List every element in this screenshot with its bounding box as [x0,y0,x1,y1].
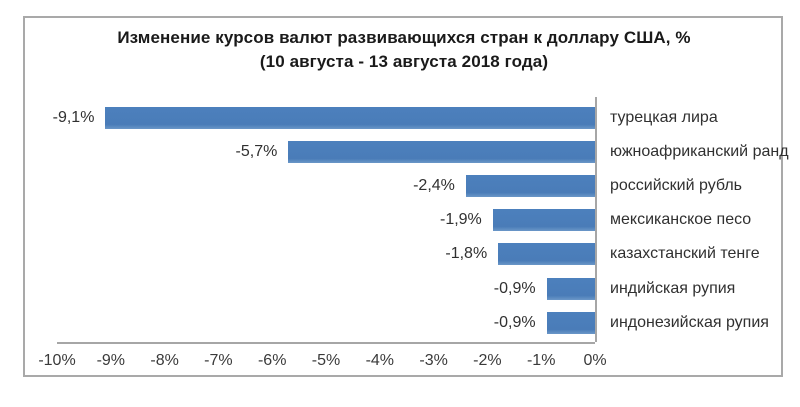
x-axis-tick: -8% [150,352,179,369]
category-label: турецкая лира [610,108,718,126]
x-axis-tick: -9% [96,352,126,369]
category-label: мексиканское песо [610,211,752,229]
bar-value-label: -9,1% [52,108,95,126]
chart-title-line2: (10 августа - 13 августа 2018 года) [259,52,549,71]
x-axis-tick: -10% [38,352,76,369]
bar-4 [498,243,595,266]
bar-value-label: -5,7% [235,142,278,160]
x-axis-tick: -2% [473,352,502,369]
bar-6 [546,311,595,334]
category-label: казахстанский тенге [610,245,760,263]
x-axis-tick: -3% [419,352,448,369]
bar-5 [546,277,595,300]
category-label: южноафриканский ранд [610,142,789,160]
x-axis-tick: -7% [204,352,233,369]
chart-border-frame [23,16,783,377]
bar-value-label: -0,9% [493,279,536,297]
x-axis-tick: -6% [257,352,287,369]
category-label: индийская рупия [610,279,736,297]
bar-0 [105,106,595,129]
x-axis-tick: -4% [365,352,395,369]
x-axis-tick: -1% [526,352,556,369]
x-axis-line [57,342,595,344]
bar-value-label: -1,8% [445,245,488,263]
bar-value-label: -0,9% [493,313,536,331]
category-label: индонезийская рупия [610,313,769,331]
zero-axis-line [595,97,597,342]
bar-3 [492,209,595,232]
bar-value-label: -1,9% [439,211,482,229]
chart-title-line1: Изменение курсов валют развивающихся стр… [117,28,691,47]
x-axis-tick: -5% [311,352,341,369]
category-label: российский рубль [610,176,743,194]
bar-1 [288,140,595,163]
x-axis-tick: 0% [583,352,607,369]
bar-value-label: -2,4% [413,176,455,194]
chart-title: Изменение курсов валют развивающихся стр… [23,26,785,74]
bar-2 [465,174,595,197]
